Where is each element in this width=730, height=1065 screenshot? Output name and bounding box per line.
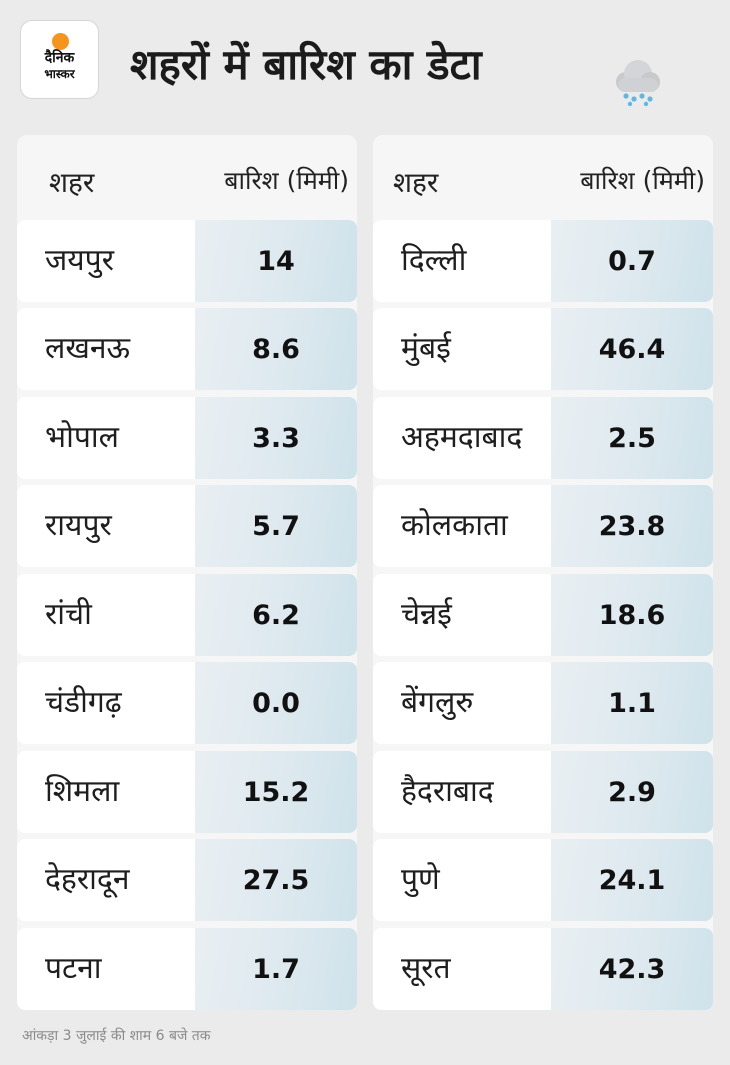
table-row: हैदराबाद 2.9 (373, 751, 713, 833)
city-name: रायपुर (45, 508, 112, 543)
rain-value: 5.7 (195, 485, 357, 567)
header-city: शहर (393, 166, 439, 199)
rain-value: 2.5 (551, 397, 713, 479)
city-name: अहमदाबाद (401, 420, 523, 455)
rain-value: 2.9 (551, 751, 713, 833)
table-row: पटना 1.7 (17, 928, 357, 1010)
table-row: चंडीगढ़ 0.0 (17, 662, 357, 744)
table-row: कोलकाता 23.8 (373, 485, 713, 567)
table-row: चेन्नई 18.6 (373, 574, 713, 656)
rain-value: 1.1 (551, 662, 713, 744)
rain-value: 6.2 (195, 574, 357, 656)
city-name: पुणे (401, 862, 440, 897)
rain-value: 27.5 (195, 839, 357, 921)
header-rain: बारिश (मिमी) (224, 166, 349, 195)
rain-value: 0.7 (551, 220, 713, 302)
rainfall-table-right: शहर बारिश (मिमी) दिल्ली 0.7 मुंबई 46.4 अ… (373, 135, 713, 1010)
city-name: दिल्ली (401, 243, 467, 278)
sun-icon (52, 33, 69, 50)
city-name: जयपुर (45, 243, 114, 278)
table-header: शहर बारिश (मिमी) (17, 135, 357, 220)
rain-value: 1.7 (195, 928, 357, 1010)
table-row: अहमदाबाद 2.5 (373, 397, 713, 479)
logo-line-2: भास्कर (44, 67, 75, 81)
city-name: सूरत (401, 951, 451, 986)
city-name: पटना (45, 951, 102, 986)
header-rain: बारिश (मिमी) (580, 166, 705, 195)
table-header: शहर बारिश (मिमी) (373, 135, 713, 220)
city-name: शिमला (45, 774, 120, 809)
city-name: भोपाल (45, 420, 120, 455)
table-row: मुंबई 46.4 (373, 308, 713, 390)
table-row: पुणे 24.1 (373, 839, 713, 921)
city-name: चंडीगढ़ (45, 685, 122, 720)
city-name: देहरादून (45, 862, 130, 897)
dainik-bhaskar-logo: दैनिक भास्कर (20, 20, 99, 99)
table-row: रांची 6.2 (17, 574, 357, 656)
header: दैनिक भास्कर शहरों में बारिश का डेटा (0, 0, 730, 130)
logo-line-1: दैनिक (44, 50, 75, 66)
table-row: लखनऊ 8.6 (17, 308, 357, 390)
city-name: रांची (45, 597, 92, 632)
rain-value: 14 (195, 220, 357, 302)
rain-value: 8.6 (195, 308, 357, 390)
table-row: भोपाल 3.3 (17, 397, 357, 479)
city-name: बेंगलुरु (401, 685, 474, 720)
rain-value: 15.2 (195, 751, 357, 833)
rain-value: 3.3 (195, 397, 357, 479)
rain-value: 46.4 (551, 308, 713, 390)
table-row: सूरत 42.3 (373, 928, 713, 1010)
table-row: दिल्ली 0.7 (373, 220, 713, 302)
table-row: जयपुर 14 (17, 220, 357, 302)
table-row: बेंगलुरु 1.1 (373, 662, 713, 744)
table-row: देहरादून 27.5 (17, 839, 357, 921)
city-name: चेन्नई (401, 597, 452, 632)
page-title: शहरों में बारिश का डेटा (130, 40, 482, 89)
rain-value: 23.8 (551, 485, 713, 567)
table-row: शिमला 15.2 (17, 751, 357, 833)
rain-value: 24.1 (551, 839, 713, 921)
table-row: रायपुर 5.7 (17, 485, 357, 567)
city-name: मुंबई (401, 331, 451, 366)
rainfall-table-left: शहर बारिश (मिमी) जयपुर 14 लखनऊ 8.6 भोपाल… (17, 135, 357, 1010)
footnote: आंकड़ा 3 जुलाई की शाम 6 बजे तक (22, 1028, 211, 1044)
header-city: शहर (49, 166, 95, 199)
cloud-rain-icon (616, 60, 660, 107)
city-name: हैदराबाद (401, 774, 494, 809)
rain-value: 18.6 (551, 574, 713, 656)
rain-value: 42.3 (551, 928, 713, 1010)
rain-value: 0.0 (195, 662, 357, 744)
city-name: लखनऊ (45, 331, 131, 366)
city-name: कोलकाता (401, 508, 508, 543)
